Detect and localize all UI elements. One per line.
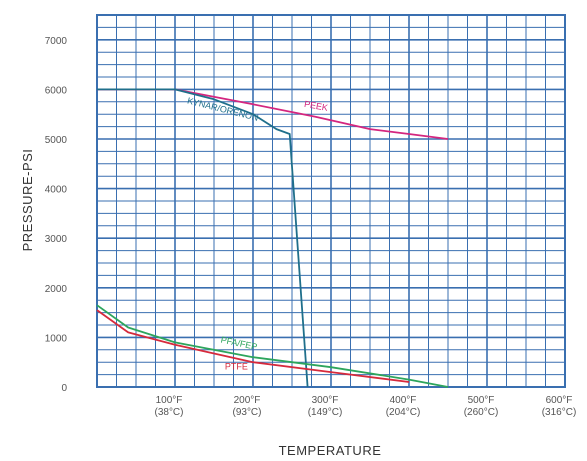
data-series (96, 88, 449, 388)
x-tick-label: (149°C) (308, 407, 343, 418)
x-tick-label: (316°C) (542, 407, 577, 418)
plot-border (96, 14, 566, 388)
series-line (96, 304, 449, 388)
series-label: PTFE (225, 362, 248, 372)
x-tick-label: 500°F (468, 395, 495, 406)
plot-frame (96, 14, 566, 388)
x-tick-label: (204°C) (386, 407, 421, 418)
x-tick-label: (93°C) (232, 407, 261, 418)
x-tick-label: 400°F (390, 395, 417, 406)
y-axis-ticks: 0 1000 2000 3000 4000 5000 6000 7000 (45, 36, 68, 394)
y-tick-label: 6000 (45, 85, 68, 96)
series-line (97, 88, 309, 388)
y-axis-title: PRESSURE-PSI (20, 149, 35, 252)
y-tick-label: 4000 (45, 185, 68, 196)
series-line (96, 309, 410, 383)
y-tick-label: 7000 (45, 36, 68, 47)
y-tick-label: 1000 (45, 333, 68, 344)
x-tick-label: 300°F (312, 395, 339, 406)
chart-grid (96, 14, 566, 388)
y-tick-label: 0 (61, 383, 67, 394)
x-tick-label: (38°C) (154, 407, 183, 418)
x-tick-label: 200°F (234, 395, 261, 406)
x-tick-label: (260°C) (464, 407, 499, 418)
x-tick-label: 100°F (156, 395, 183, 406)
x-tick-label: 600°F (546, 395, 573, 406)
series-label: PEEK (303, 99, 328, 113)
x-axis-ticks: 100°F(38°C)200°F(93°C)300°F(149°C)400°F(… (154, 395, 576, 418)
y-tick-label: 5000 (45, 135, 68, 146)
y-tick-label: 3000 (45, 234, 68, 245)
y-tick-label: 2000 (45, 284, 68, 295)
x-axis-title: TEMPERATURE (279, 443, 382, 458)
